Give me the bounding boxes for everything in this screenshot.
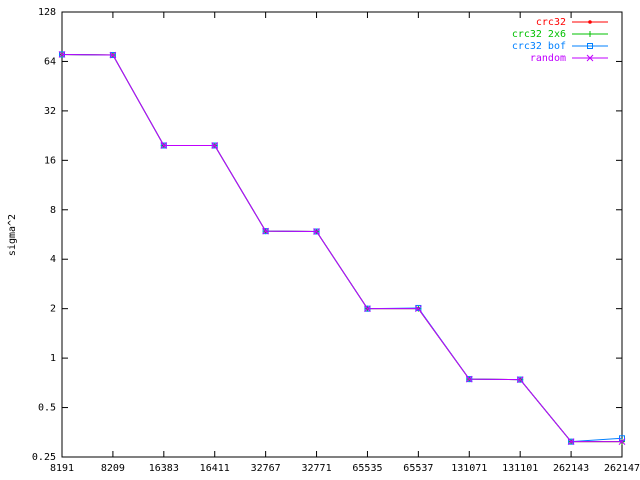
y-tick-label: 32 bbox=[44, 106, 56, 117]
x-tick-label: 262147 bbox=[604, 463, 640, 474]
x-tick-label: 16411 bbox=[200, 463, 230, 474]
point bbox=[587, 31, 593, 37]
legend-label: random bbox=[530, 53, 566, 64]
y-tick-label: 4 bbox=[50, 254, 56, 265]
x-tick-label: 262143 bbox=[553, 463, 589, 474]
point bbox=[587, 43, 593, 49]
series-line bbox=[61, 53, 622, 443]
y-tick-label: 8 bbox=[50, 205, 56, 216]
legend-label: crc32 bof bbox=[512, 41, 566, 52]
x-tick-label: 8209 bbox=[101, 463, 125, 474]
y-tick-label: 16 bbox=[44, 155, 56, 166]
y-tick-label: 0.25 bbox=[32, 452, 56, 463]
point bbox=[262, 227, 269, 235]
point bbox=[415, 305, 422, 313]
point bbox=[211, 142, 219, 149]
x-tick-label: 32767 bbox=[251, 463, 281, 474]
x-tick-label: 131101 bbox=[502, 463, 538, 474]
series-line bbox=[61, 53, 622, 443]
point bbox=[465, 375, 473, 383]
x-tick-label: 32771 bbox=[301, 463, 331, 474]
x-tick-label: 131071 bbox=[451, 463, 487, 474]
point bbox=[313, 228, 320, 235]
plot-frame bbox=[61, 11, 623, 458]
series-line bbox=[61, 53, 622, 443]
point bbox=[160, 142, 168, 149]
x-tick-label: 65535 bbox=[352, 463, 382, 474]
y-tick-label: 1 bbox=[50, 353, 56, 364]
series-line bbox=[61, 53, 623, 443]
point bbox=[618, 438, 626, 446]
point bbox=[567, 438, 575, 446]
point bbox=[619, 435, 625, 442]
y-tick-label: 64 bbox=[44, 56, 56, 67]
x-tick-label: 16383 bbox=[149, 463, 179, 474]
x-tick-label: 65537 bbox=[403, 463, 433, 474]
legend-label: crc32 bbox=[536, 17, 566, 28]
point bbox=[415, 304, 422, 311]
y-tick-label: 128 bbox=[38, 7, 56, 18]
point bbox=[109, 51, 117, 59]
y-tick-label: 2 bbox=[50, 304, 56, 315]
point bbox=[58, 51, 66, 58]
y-axis-label: sigma^2 bbox=[7, 214, 18, 256]
legend-label: crc32 2x6 bbox=[512, 29, 566, 40]
x-tick-label: 8191 bbox=[50, 463, 74, 474]
point bbox=[588, 20, 592, 24]
point bbox=[586, 54, 594, 62]
point bbox=[516, 376, 524, 383]
y-tick-label: 0.5 bbox=[38, 403, 56, 414]
point bbox=[364, 305, 371, 313]
